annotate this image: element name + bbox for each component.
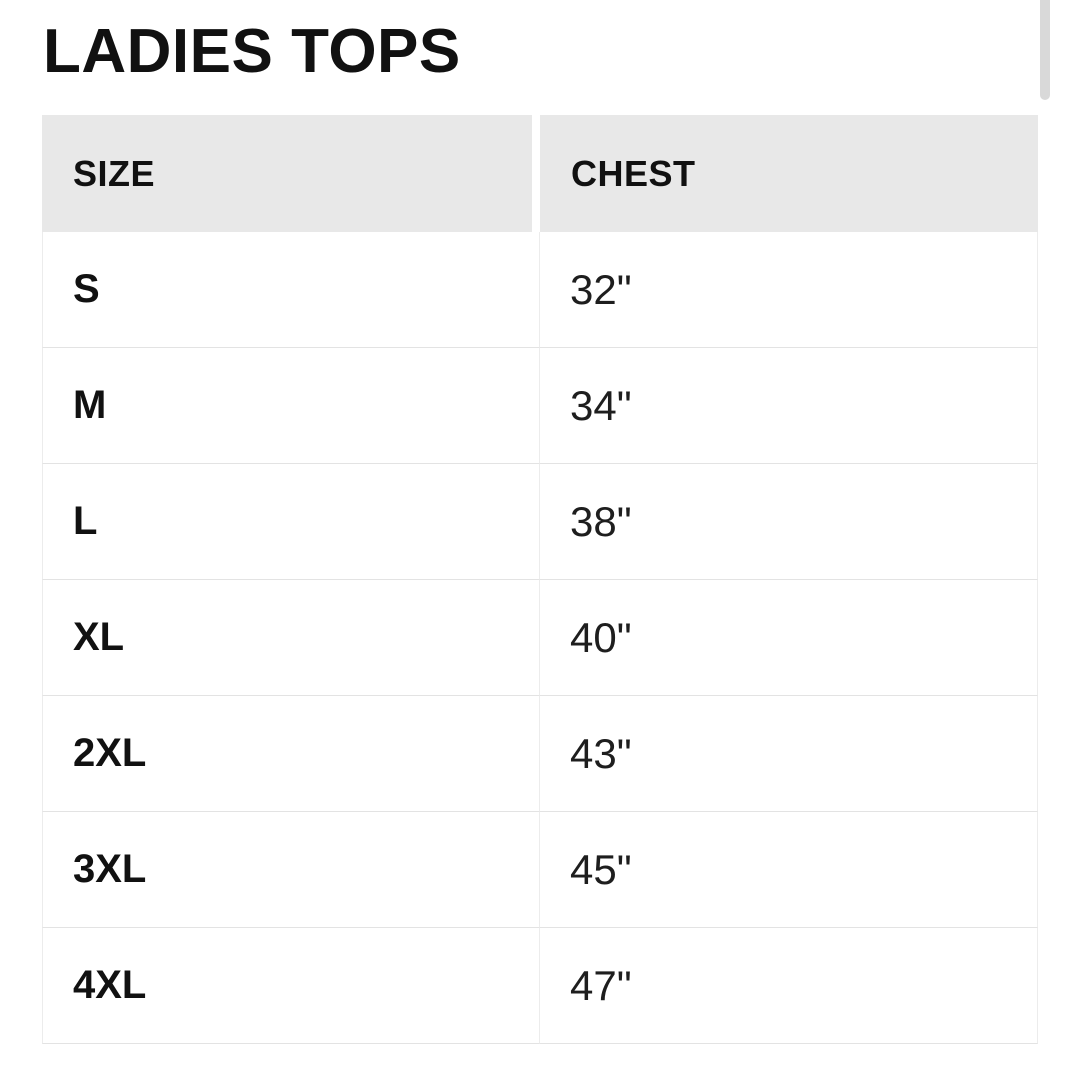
size-cell: L bbox=[42, 464, 540, 580]
table-body: S 32" M 34" L 38" XL 40" 2XL 43" 3XL 45" 4XL 47" bbox=[42, 232, 1038, 1044]
chest-cell: 43" bbox=[540, 696, 1038, 812]
table-row: M 34" bbox=[42, 348, 1038, 464]
size-cell: 3XL bbox=[42, 812, 540, 928]
page-title: LADIES TOPS bbox=[43, 17, 461, 86]
size-cell: S bbox=[42, 232, 540, 348]
chest-cell: 45" bbox=[540, 812, 1038, 928]
size-cell: 2XL bbox=[42, 696, 540, 812]
column-header-chest: CHEST bbox=[540, 115, 1038, 232]
table-row: 2XL 43" bbox=[42, 696, 1038, 812]
size-chart-table: SIZE CHEST S 32" M 34" L 38" XL 40" 2XL 43" 3XL 45"… bbox=[42, 115, 1038, 1044]
chest-cell: 40" bbox=[540, 580, 1038, 696]
table-row: L 38" bbox=[42, 464, 1038, 580]
table-row: 4XL 47" bbox=[42, 928, 1038, 1044]
chest-cell: 47" bbox=[540, 928, 1038, 1044]
table-row: 3XL 45" bbox=[42, 812, 1038, 928]
chest-cell: 34" bbox=[540, 348, 1038, 464]
table-header: SIZE CHEST bbox=[42, 115, 1038, 232]
table-header-row: SIZE CHEST bbox=[42, 115, 1038, 232]
table-row: XL 40" bbox=[42, 580, 1038, 696]
chest-cell: 32" bbox=[540, 232, 1038, 348]
size-cell: M bbox=[42, 348, 540, 464]
size-cell: 4XL bbox=[42, 928, 540, 1044]
chest-cell: 38" bbox=[540, 464, 1038, 580]
scrollbar-thumb[interactable] bbox=[1040, 0, 1050, 100]
size-cell: XL bbox=[42, 580, 540, 696]
column-header-size: SIZE bbox=[42, 115, 540, 232]
table-row: S 32" bbox=[42, 232, 1038, 348]
